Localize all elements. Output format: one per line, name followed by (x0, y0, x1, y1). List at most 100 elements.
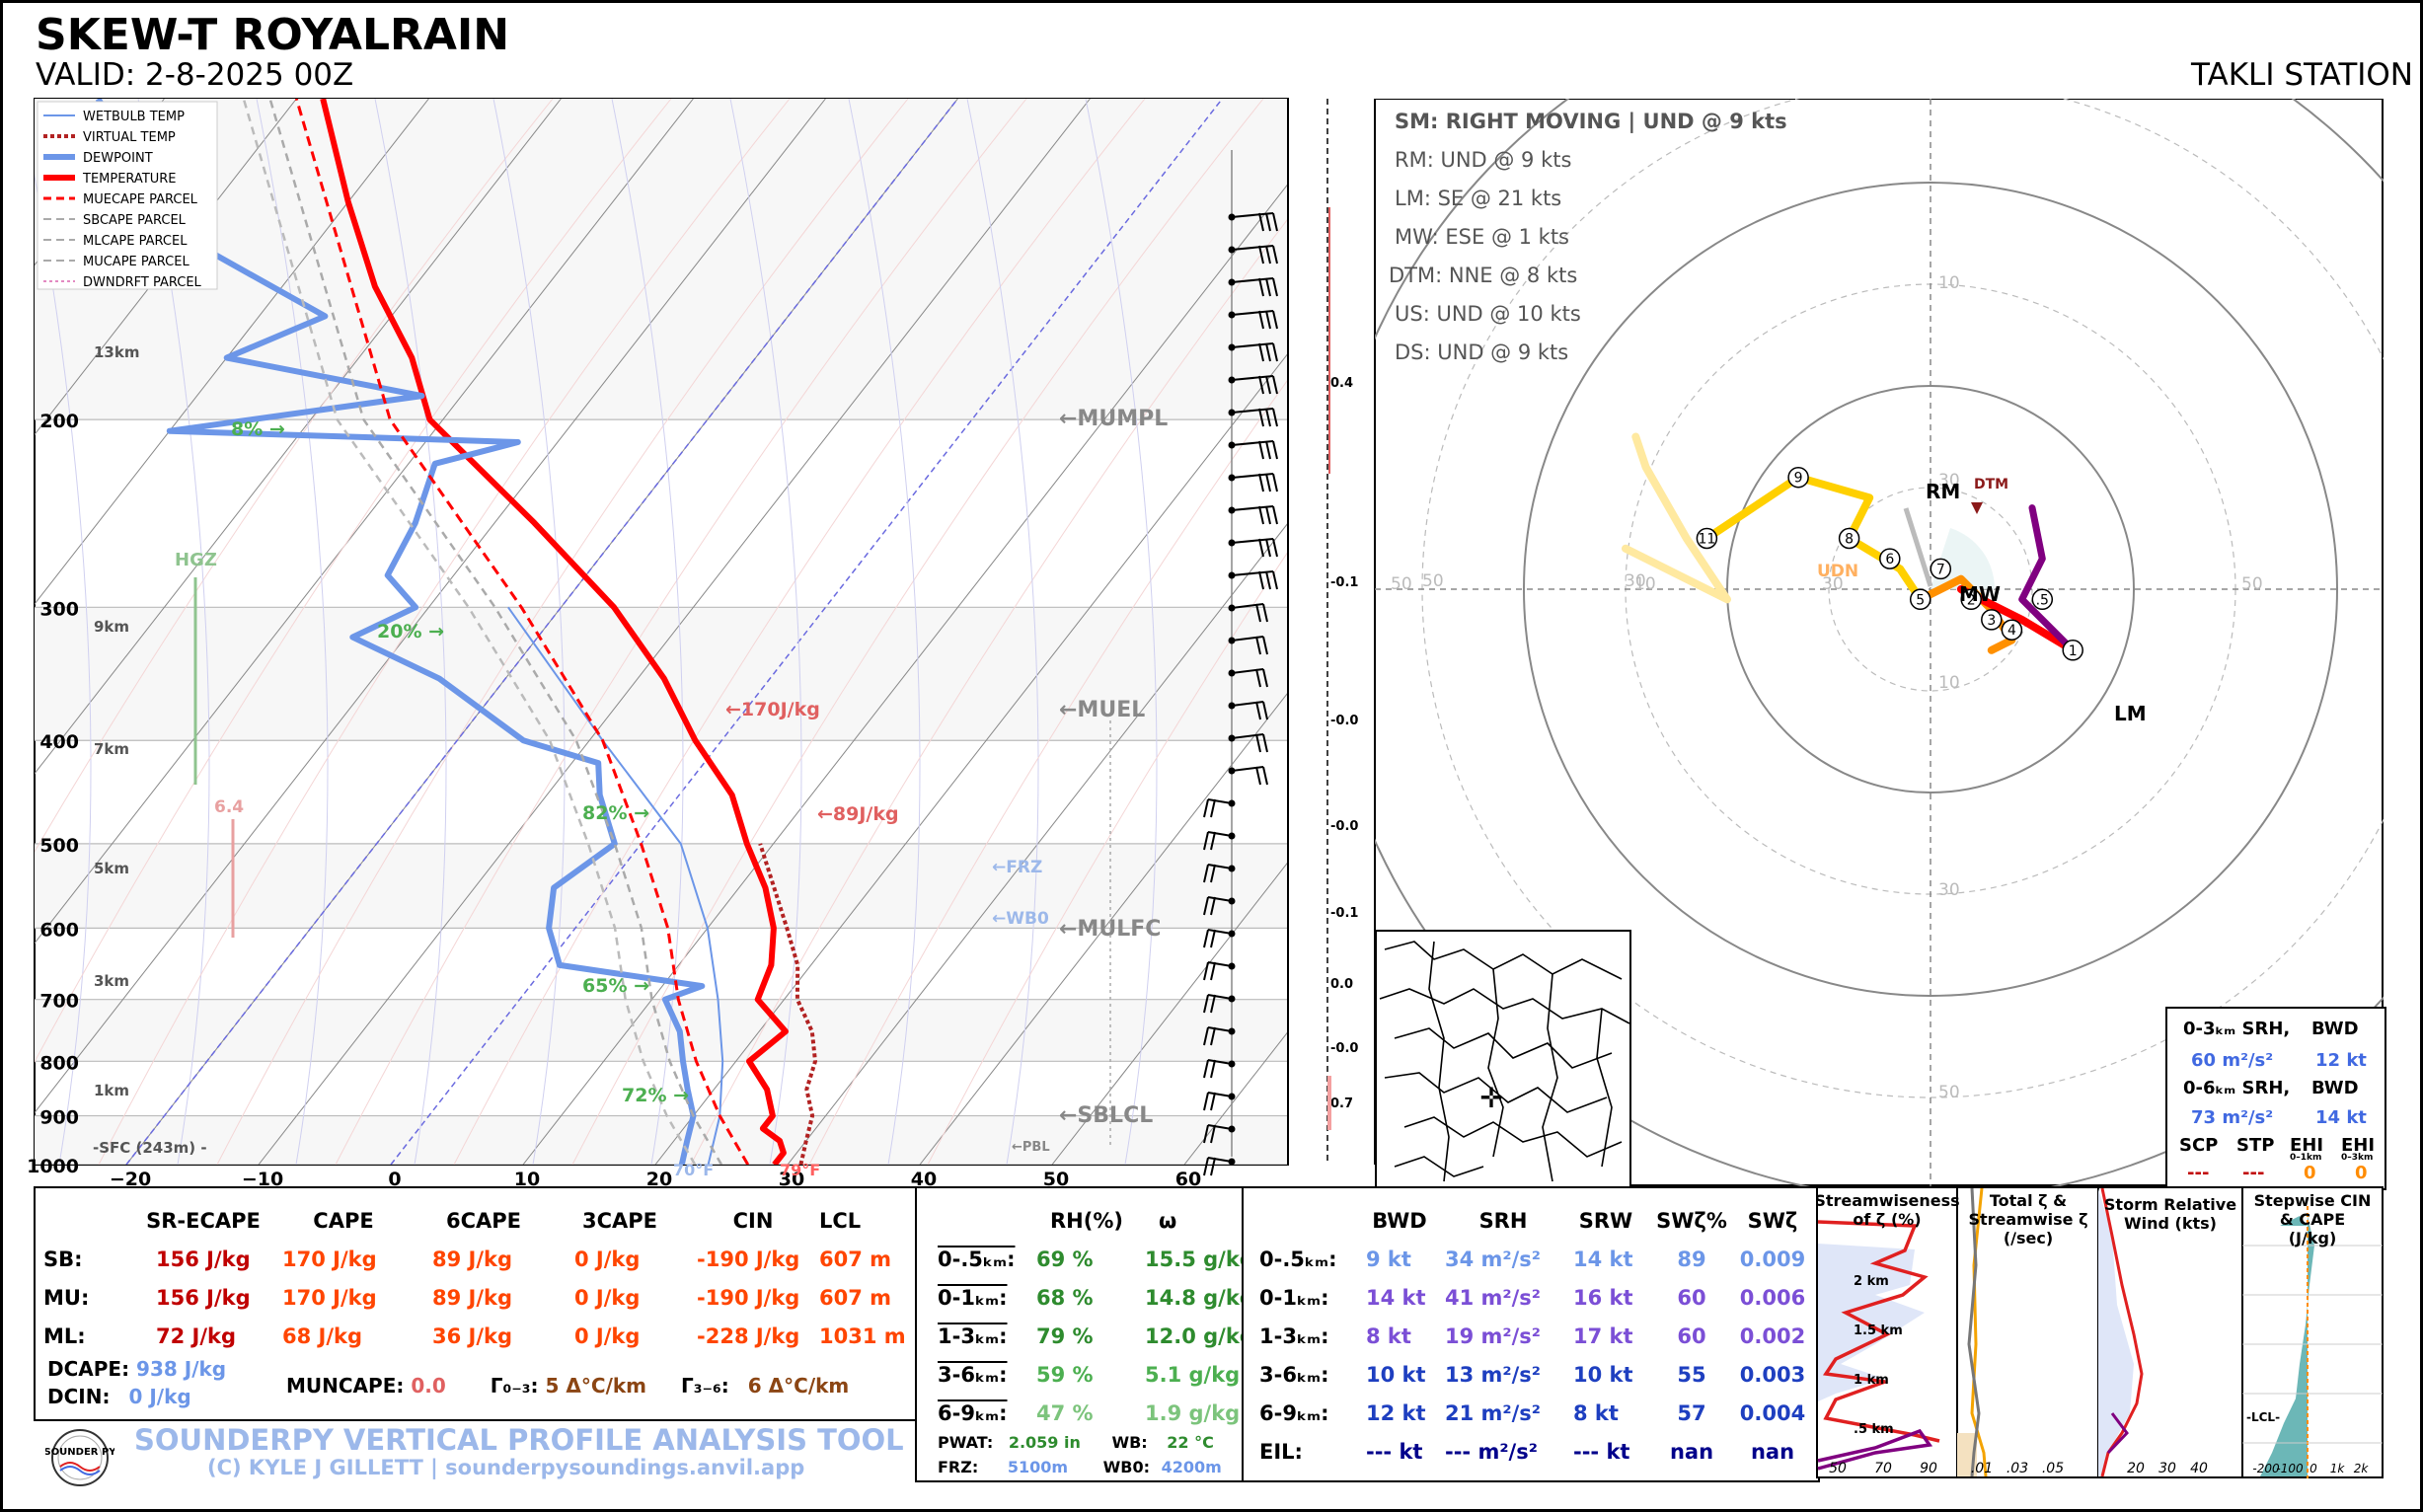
table-cell: 55 (1677, 1362, 1706, 1387)
table-cell: 89 (1677, 1247, 1706, 1271)
isotherm-line (35, 99, 826, 1114)
hodo-ring-label: 50 (1938, 1083, 1960, 1102)
wind-barb-flag (1203, 798, 1209, 818)
th-cape: CAPE (313, 1209, 374, 1233)
legend-box (37, 101, 218, 290)
bwd06-value: 14 kt (2315, 1107, 2367, 1128)
wind-barb-flag (1258, 342, 1264, 362)
th-swz: SWζ (1747, 1209, 1798, 1233)
th-srw: SRW (1578, 1209, 1633, 1233)
wind-barb-flag (1203, 1059, 1209, 1079)
pbl-label: ←PBL (1012, 1140, 1050, 1155)
wind-barb-flag (1265, 473, 1271, 492)
wind-barb-flag (1255, 766, 1261, 786)
dcin-value: 0 J/kg (128, 1385, 191, 1408)
thermo-table: SR-ECAPE CAPE 6CAPE 3CAPE CIN LCL SB: 15… (43, 1202, 918, 1355)
omega-value: -0.1 (1330, 575, 1358, 590)
hodo-height-marker (1838, 527, 1860, 550)
dcape-label: DCAPE: (47, 1357, 130, 1381)
panel1-height: 1.5 km (1854, 1323, 1903, 1338)
wind-barb-flag (1258, 505, 1264, 525)
height-label: 3km (94, 972, 129, 990)
wind-barb-flag (1210, 1124, 1216, 1144)
hodo-ring-label: 30 (1938, 880, 1960, 900)
isotherm-line (787, 522, 1288, 1165)
wind-barb-flag (1255, 733, 1261, 753)
dry-adiabat (808, 378, 1288, 1165)
table-cell: 36 J/kg (432, 1323, 513, 1348)
srh03-value: 60 m²/s² (2191, 1050, 2274, 1071)
wind-barb-flag (1265, 245, 1271, 265)
wind-barb-flag (1272, 473, 1278, 492)
temp-tick-label: −10 (242, 1169, 283, 1189)
series-virtual-temp (758, 843, 817, 1165)
wind-barb-flag (1265, 408, 1271, 427)
moist-adiabat (374, 99, 447, 1165)
udn-marker: UDN (1817, 562, 1858, 581)
bwd06-label: BWD (2311, 1078, 2359, 1098)
table-cell: 9 kt (1366, 1247, 1411, 1271)
height-label: 1km (94, 1082, 129, 1099)
dtm-marker: DTM (1974, 477, 2008, 492)
table-cell: --- m²/s² (1445, 1439, 1538, 1464)
station-name: TAKLI STATION (2190, 57, 2413, 93)
dry-adiabat (35, 99, 672, 1063)
dry-adiabat (453, 99, 1146, 1165)
frz-value: 5100m (1007, 1458, 1069, 1476)
wind-barb-flag (1272, 440, 1278, 460)
isotherm-line (1051, 861, 1288, 1165)
wb0-label: WB0: (1102, 1458, 1150, 1476)
kinematic-table-box (1242, 1186, 1820, 1482)
moist-adiabat (729, 99, 802, 1165)
panel4-tick: -100 (2276, 1462, 2304, 1475)
wind-barb-flag (1210, 929, 1216, 948)
mw-marker: MW (1959, 582, 2001, 606)
hodo-ring-label: 50 (2241, 574, 2263, 594)
wb0-label: ←WB0 (992, 909, 1049, 929)
panel2-title: (/sec) (2004, 1229, 2053, 1247)
ehi1-value: 0 (2304, 1163, 2316, 1183)
panel2-title: Streamwise ζ (1968, 1210, 2087, 1229)
wind-barb (1231, 766, 1264, 772)
row-label: 1-3ₖₘ: (1259, 1323, 1329, 1348)
wind-barb (1207, 831, 1233, 837)
bwd03-label: BWD (2311, 1019, 2359, 1039)
wind-barb (1231, 701, 1264, 707)
wind-barb-flag (1258, 440, 1264, 460)
temp-tick-label: 30 (779, 1169, 804, 1189)
wind-barb-flag (1272, 310, 1278, 330)
wind-barb-flag (1265, 570, 1271, 590)
wind-barb-flag (1262, 603, 1268, 623)
wind-barb (1231, 668, 1264, 674)
lr03-value: 5 Δ°C/km (545, 1374, 647, 1398)
dry-adiabat (35, 99, 554, 853)
table-cell: 72 J/kg (156, 1323, 237, 1348)
valid-time: VALID: 2-8-2025 00Z (36, 57, 354, 93)
isotherm-line (258, 99, 1091, 1165)
wind-barb-flag (1262, 733, 1268, 753)
inset-map: ✛ (1375, 930, 1631, 1188)
isotherm-line (522, 183, 1288, 1165)
panel1-height: .5 km (1854, 1422, 1894, 1437)
ehi3-value: 0 (2355, 1163, 2368, 1183)
wind-barb-flag (1258, 408, 1264, 427)
table-cell: 59 % (1036, 1362, 1094, 1387)
table-cell: 14.8 g/kg (1145, 1285, 1254, 1310)
grid-band (35, 999, 1288, 1062)
table-cell: 0.002 (1739, 1323, 1806, 1348)
table-cell: 5.1 g/kg (1145, 1362, 1241, 1387)
hodo-height-label: 4 (2007, 623, 2016, 639)
hodo-ring-label: 30 (1822, 574, 1844, 594)
table-cell: 17 kt (1573, 1323, 1633, 1348)
ehi1-sub: 0–1km (2290, 1153, 2322, 1163)
hodo-trace (2018, 504, 2077, 654)
height-label: 9km (94, 618, 129, 636)
hodo-height-marker (1696, 527, 1718, 550)
row-label: 6-9ₖₘ: (1259, 1400, 1329, 1425)
hodo-height-label: 11 (1698, 532, 1715, 548)
dry-adiabat (216, 99, 909, 1165)
hodo-height-label: .5 (2036, 592, 2049, 608)
temp-tick-label: 60 (1175, 1169, 1201, 1189)
hodo-height-marker (1960, 588, 1982, 611)
